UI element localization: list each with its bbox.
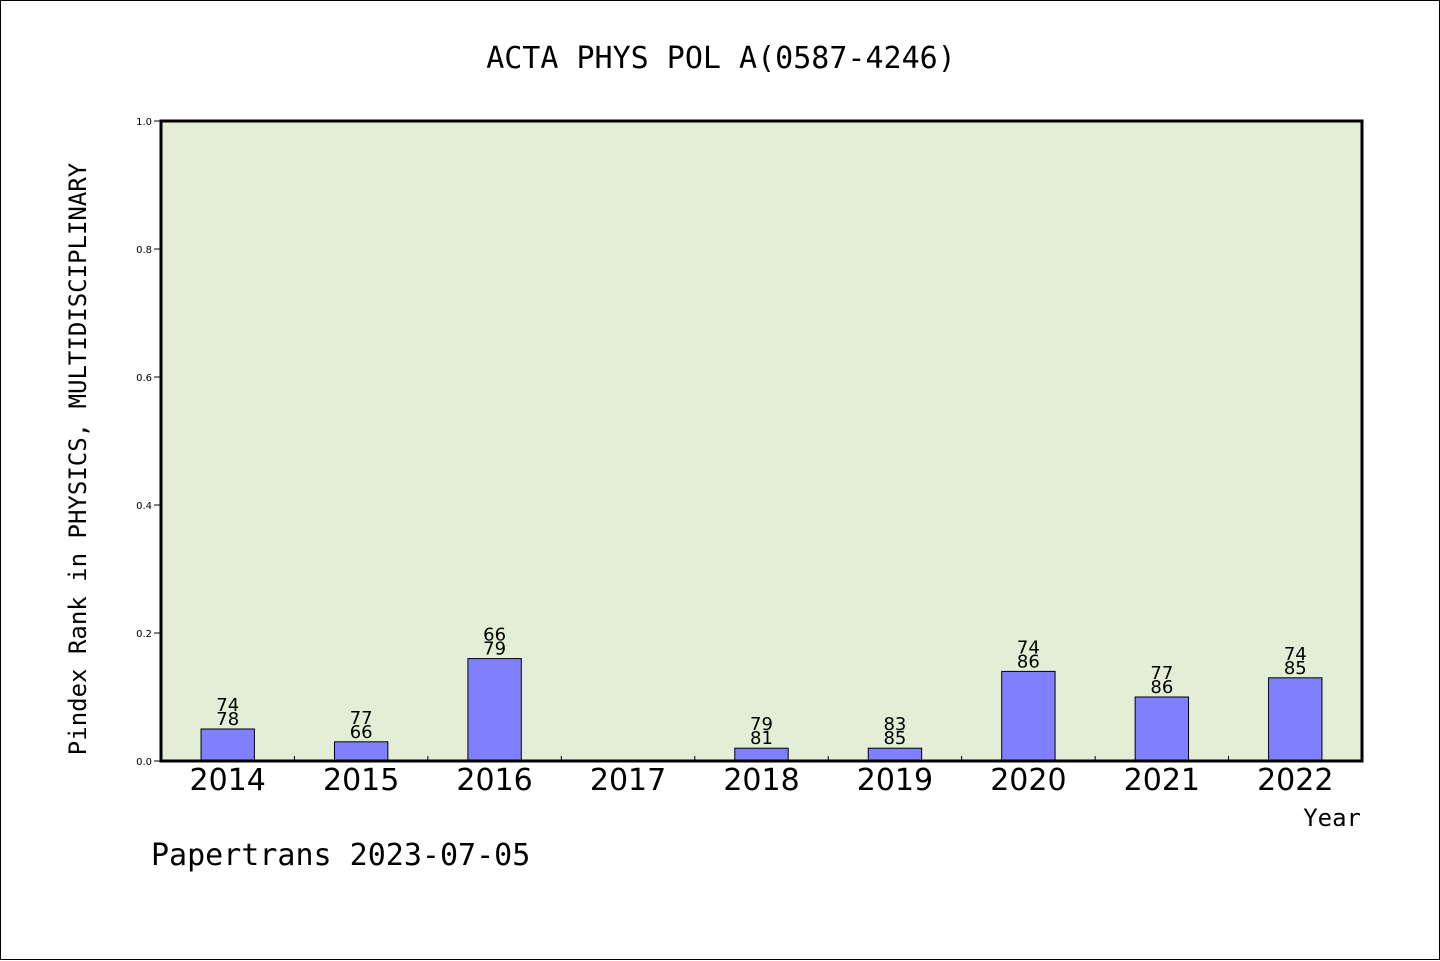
x-tick-label: 2019 [857,763,933,798]
bar-2021 [1134,696,1190,762]
data-label-bottom: 85 [883,728,906,749]
data-label-top: 83 [883,714,906,735]
y-axis-label: Pindex Rank in PHYSICS, MULTIDISCIPLINAR… [64,162,92,755]
bar-2015 [333,741,389,762]
data-label-top: 74 [216,695,239,716]
y-tick-label: 0.8 [136,245,152,256]
x-axis: 2014 2015 2016 2017 2018 2019 2020 2021 2022 [190,756,1333,798]
footer-credit: Papertrans 2023-07-05 [151,838,530,873]
plot-area [161,121,1362,761]
x-tick-label: 2015 [323,763,399,798]
data-label-top: 77 [1150,663,1173,684]
data-label-bottom: 85 [1284,658,1307,679]
x-tick-label: 2014 [190,763,266,798]
bar-2016 [467,658,522,762]
bar-2019 [867,747,923,762]
x-tick-label: 2022 [1257,763,1333,798]
x-tick-label: 2017 [590,763,666,798]
data-label-top: 77 [350,708,373,729]
y-axis: 0.0 0.2 0.4 0.6 0.8 1.0 [136,117,161,768]
x-tick-label: 2018 [723,763,799,798]
data-label-top: 74 [1017,637,1040,658]
x-axis-label: Year [1303,804,1361,832]
bar-series [200,658,1323,762]
data-label-top: 66 [483,625,506,646]
bar-2020 [1001,670,1056,762]
y-tick-label: 1.0 [136,117,152,128]
data-label-bottom: 81 [750,728,773,749]
data-label-top: 79 [750,714,773,735]
data-label-bottom: 86 [1150,677,1173,698]
x-tick-label: 2016 [456,763,532,798]
y-tick-label: 0.2 [136,629,152,640]
data-label-bottom: 78 [216,709,239,730]
y-tick-label: 0.6 [136,373,152,384]
y-tick-label: 0.4 [136,501,152,512]
bar-2022 [1268,677,1323,762]
data-label-bottom: 86 [1017,651,1040,672]
bar-2018 [734,747,789,762]
plot-border [159,119,1364,763]
x-tick-label: 2020 [990,763,1066,798]
y-tick-label: 0.0 [136,757,152,768]
data-label-top: 74 [1284,644,1307,665]
data-label-bottom: 79 [483,639,506,660]
data-label-bottom: 66 [350,722,373,743]
bar-2014 [200,728,255,762]
x-tick-label: 2021 [1124,763,1200,798]
chart-title: ACTA PHYS POL A(0587-4246) [486,41,956,76]
